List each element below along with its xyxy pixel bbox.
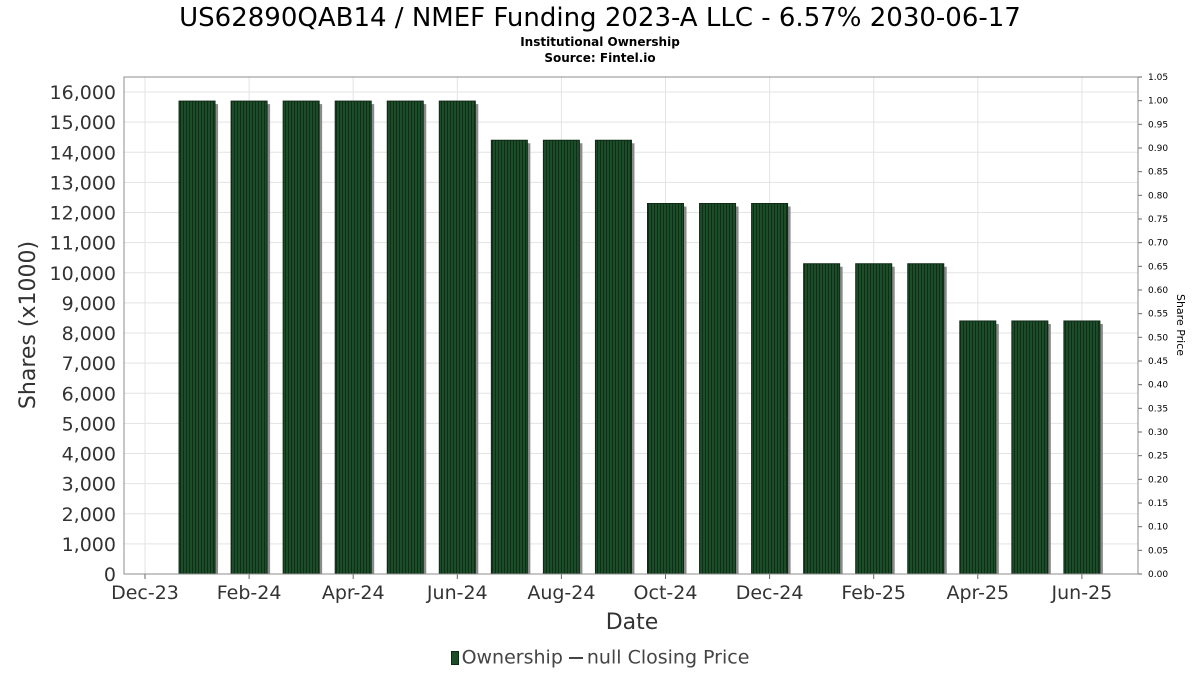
ownership-legend-label: Ownership <box>461 646 563 669</box>
x-tick-label: Dec-24 <box>736 582 804 604</box>
y2-tick-label: 0.75 <box>1148 215 1168 225</box>
y2-tick-label: 0.45 <box>1148 357 1168 367</box>
ownership-bar <box>334 100 372 575</box>
ownership-bar <box>1011 320 1049 575</box>
y-tick-label: 9,000 <box>62 293 116 315</box>
y-tick-label: 2,000 <box>62 504 116 526</box>
y2-tick-label: 0.05 <box>1148 546 1168 556</box>
y-tick-label: 5,000 <box>62 413 116 435</box>
ownership-legend-swatch <box>450 650 459 665</box>
y-tick-label: 3,000 <box>62 474 116 496</box>
x-tick-label: Aug-24 <box>527 582 595 604</box>
ownership-bar <box>699 203 737 575</box>
ownership-bar <box>282 100 320 575</box>
ownership-bar <box>490 139 528 575</box>
y-tick-label: 6,000 <box>62 383 116 405</box>
x-tick-label: Feb-24 <box>217 582 282 604</box>
y-tick-label: 7,000 <box>62 353 116 375</box>
ownership-bar <box>959 320 997 575</box>
x-tick-label: Jun-24 <box>426 582 488 604</box>
ownership-bar <box>751 203 789 575</box>
y-tick-label: 10,000 <box>50 263 116 285</box>
y2-tick-label: 0.80 <box>1148 191 1168 201</box>
x-tick-label: Apr-25 <box>946 582 1009 604</box>
x-axis-label: Date <box>606 610 659 635</box>
y2-tick-label: 0.50 <box>1148 333 1168 343</box>
x-tick-label: Feb-25 <box>841 582 906 604</box>
y2-tick-label: 0.35 <box>1148 404 1168 414</box>
y2-tick-label: 0.90 <box>1148 144 1168 154</box>
y-tick-label: 0 <box>104 564 116 586</box>
chart-title: US62890QAB14 / NMEF Funding 2023-A LLC -… <box>179 3 1021 33</box>
y2-tick-label: 0.10 <box>1148 523 1168 533</box>
y-tick-label: 14,000 <box>50 142 116 164</box>
y2-tick-label: 0.95 <box>1148 120 1168 130</box>
x-tick-label: Dec-23 <box>111 582 179 604</box>
price-legend-label: null Closing Price <box>586 646 750 669</box>
y-tick-label: 13,000 <box>50 172 116 194</box>
y2-tick-label: 0.60 <box>1148 286 1168 296</box>
y-tick-label: 1,000 <box>62 534 116 556</box>
y2-tick-label: 0.00 <box>1148 570 1168 580</box>
ownership-bar <box>907 263 945 575</box>
ownership-bar <box>230 100 268 575</box>
y-tick-label: 12,000 <box>50 203 116 225</box>
y2-tick-label: 1.05 <box>1148 73 1168 83</box>
chart-source: Source: Fintel.io <box>544 51 656 65</box>
price-legend-swatch <box>568 656 583 659</box>
y2-tick-label: 1.00 <box>1148 97 1168 107</box>
y2-tick-label: 0.25 <box>1148 452 1168 462</box>
chart-subtitle: Institutional Ownership <box>520 35 680 49</box>
ownership-bar <box>438 100 476 575</box>
y-tick-label: 4,000 <box>62 444 116 466</box>
ownership-bar <box>1063 320 1101 575</box>
ownership-bar <box>178 100 216 575</box>
ownership-bar <box>803 263 841 575</box>
plot-frame <box>123 76 1139 575</box>
ownership-bar <box>594 139 632 575</box>
y-tick-label: 8,000 <box>62 323 116 345</box>
x-tick-label: Oct-24 <box>634 582 698 604</box>
y2-tick-label: 0.55 <box>1148 310 1168 320</box>
ownership-bar <box>386 100 424 575</box>
y2-tick-label: 0.85 <box>1148 168 1168 178</box>
y2-tick-label: 0.40 <box>1148 381 1168 391</box>
y-axis-label: Shares (x1000) <box>16 241 41 409</box>
ownership-bar <box>542 139 580 575</box>
y-tick-label: 11,000 <box>50 233 116 255</box>
ownership-bar <box>647 203 684 575</box>
y2-tick-label: 0.20 <box>1148 475 1168 485</box>
y-tick-label: 16,000 <box>50 82 116 104</box>
y2-tick-label: 0.15 <box>1148 499 1168 509</box>
chart-legend: Ownership null Closing Price <box>0 646 1200 669</box>
x-tick-label: Apr-24 <box>322 582 385 604</box>
y2-tick-label: 0.30 <box>1148 428 1168 438</box>
x-tick-label: Jun-25 <box>1051 582 1113 604</box>
y-tick-label: 15,000 <box>50 112 116 134</box>
y2-tick-label: 0.65 <box>1148 262 1168 272</box>
ownership-bar <box>855 263 893 575</box>
y2-axis-label: Share Price <box>1174 294 1187 356</box>
y2-tick-label: 0.70 <box>1148 239 1168 249</box>
